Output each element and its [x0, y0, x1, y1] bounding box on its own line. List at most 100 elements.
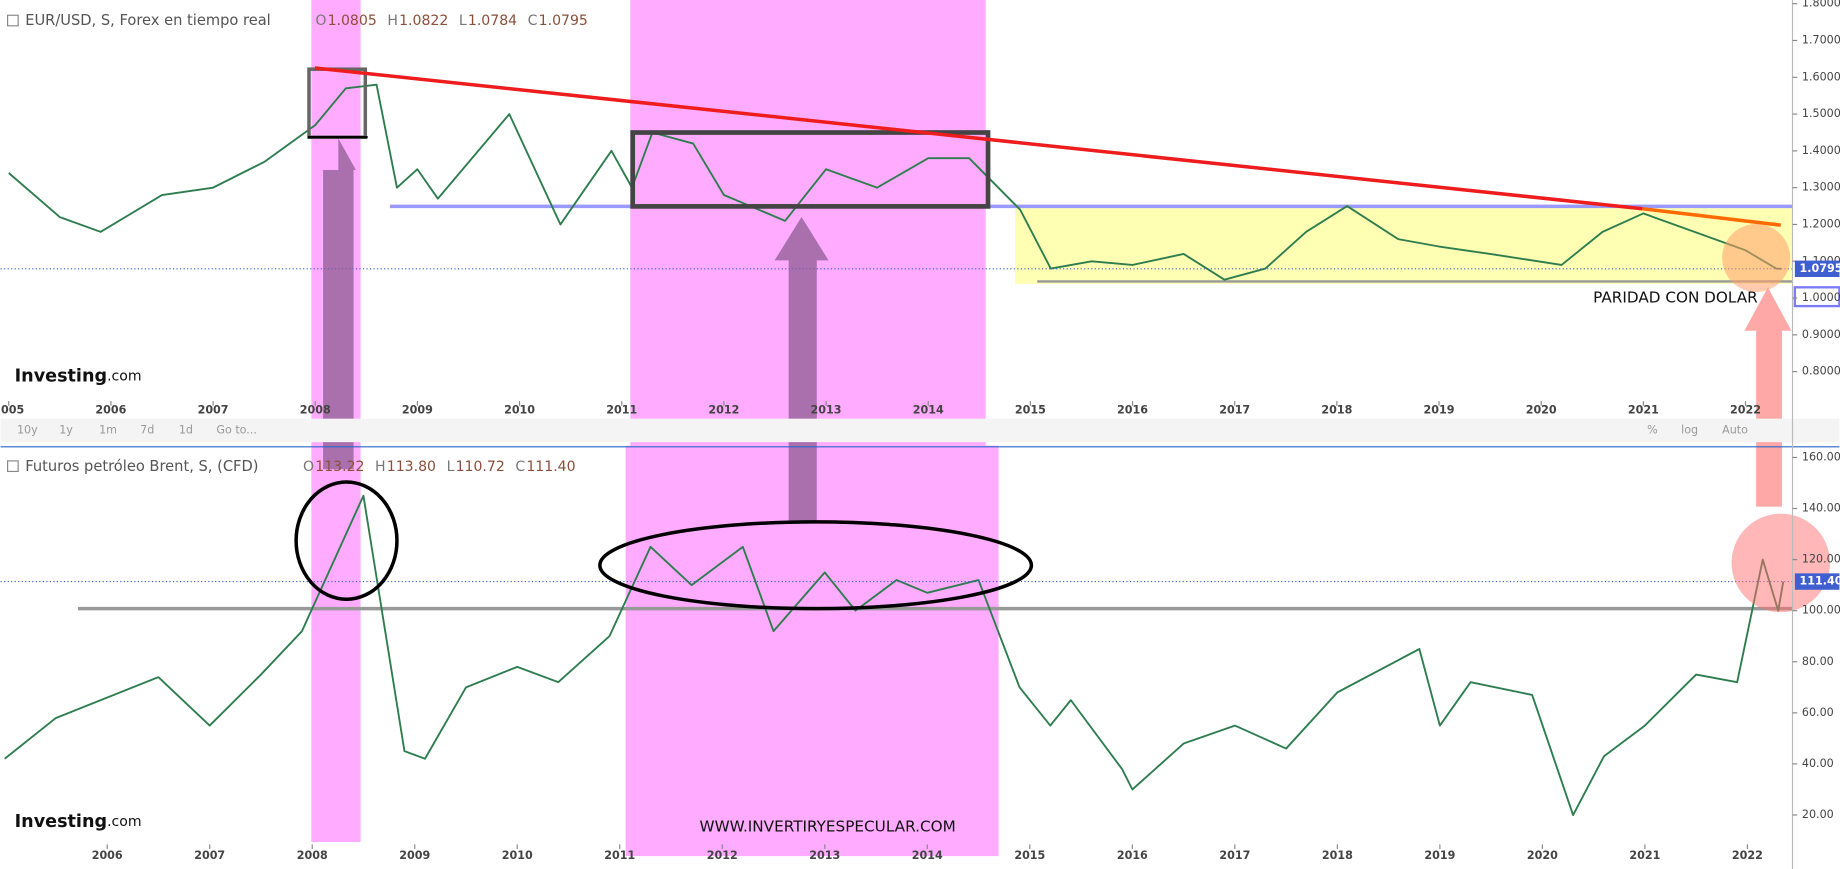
parity-box — [1793, 286, 1840, 308]
x-tick-label: 2016 — [1117, 849, 1148, 862]
x-tick-label: 2019 — [1424, 403, 1455, 416]
x-tick-label: 2010 — [502, 849, 533, 862]
y-tick-label: 1.8000 — [1802, 0, 1840, 10]
ohlc-value: 1.0805 — [328, 13, 377, 29]
option-button[interactable]: Auto — [1722, 423, 1748, 436]
last-price-label: 1.0795 — [1800, 262, 1840, 275]
ohlc-key: C — [528, 13, 538, 29]
last-price-box — [1794, 260, 1840, 278]
box — [630, 130, 991, 209]
x-tick-label: 2006 — [92, 849, 123, 862]
ohlc-key: L — [459, 13, 467, 29]
x-tick-label: 2021 — [1628, 403, 1659, 416]
x-tick-label: 2007 — [194, 849, 225, 862]
brand-suffix: .com — [107, 814, 142, 830]
arrow — [320, 138, 356, 470]
y-tick-label: 60.00 — [1802, 706, 1834, 719]
last-price-box — [1794, 573, 1840, 590]
y-tick-label: 1.6000 — [1802, 70, 1840, 83]
x-tick-label: 2016 — [1117, 403, 1148, 416]
x-tick-label: 2013 — [809, 849, 840, 862]
brand: Investing.com — [15, 366, 142, 386]
range-button[interactable]: 1y — [59, 423, 73, 436]
highlight-circle — [1722, 223, 1791, 293]
x-tick-label: 2014 — [912, 849, 943, 862]
ohlc-value: 111.40 — [526, 459, 575, 475]
option-button[interactable]: % — [1647, 423, 1658, 436]
x-tick-label: 2006 — [95, 403, 126, 416]
y-tick-label: 1.0000 — [1802, 291, 1840, 304]
x-tick-label: 2008 — [300, 403, 331, 416]
ohlc-key: O — [303, 459, 314, 475]
ohlc-value: 110.72 — [456, 459, 505, 475]
collapse-icon — [7, 460, 19, 473]
range-button[interactable]: 10y — [17, 423, 38, 436]
brand: Investing.com — [15, 812, 142, 832]
collapse-icon — [7, 14, 19, 27]
y-tick-label: 40.00 — [1802, 757, 1834, 770]
annotation: PARIDAD CON DOLAR — [1593, 288, 1758, 306]
x-tick-label: 2020 — [1527, 849, 1558, 862]
price-line — [8, 83, 1782, 281]
ohlc-key: L — [447, 459, 455, 475]
toolbar — [0, 418, 1840, 443]
ohlc-value: 1.0784 — [468, 13, 517, 29]
y-tick-label: 140.00 — [1802, 502, 1840, 515]
brand-name: Investing — [15, 366, 107, 386]
y-tick-label: 0.9000 — [1802, 328, 1840, 341]
x-tick-label: 2012 — [708, 403, 739, 416]
foreground-annotations: PARIDAD CON DOLAR WWW.INVERTIRYESPECULAR… — [294, 66, 1840, 835]
brand-suffix: .com — [107, 368, 142, 384]
x-tick-label: 2017 — [1219, 849, 1250, 862]
x-tick-label: 2014 — [913, 403, 944, 416]
data-layer — [0, 83, 1793, 816]
x-tick-label: 2020 — [1526, 403, 1557, 416]
range-button[interactable]: 1m — [99, 423, 117, 436]
x-tick-label: 2005 — [0, 403, 24, 416]
trendline — [1642, 207, 1781, 227]
range-button[interactable]: 7d — [140, 423, 154, 436]
y-tick-label: 1.3000 — [1802, 181, 1840, 194]
ohlc-value: 1.0795 — [539, 13, 588, 29]
x-tick-label: 2011 — [604, 849, 635, 862]
ellipse — [294, 480, 399, 602]
x-tick-label: 2009 — [402, 403, 433, 416]
x-tick-label: 2007 — [198, 403, 229, 416]
x-tick-label: 2021 — [1629, 849, 1660, 862]
x-tick-label: 2018 — [1321, 403, 1352, 416]
chart-title: Futuros petróleo Brent, S, (CFD) — [25, 458, 258, 475]
x-tick-label: 2017 — [1219, 403, 1250, 416]
ohlc-value: 113.22 — [315, 459, 364, 475]
brand-name: Investing — [15, 812, 107, 832]
x-tick-label: 2015 — [1015, 403, 1046, 416]
price-line — [4, 494, 1785, 816]
ohlc-value: 113.80 — [387, 459, 436, 475]
y-tick-label: 100.00 — [1802, 604, 1840, 617]
ohlc-key: O — [315, 13, 326, 29]
x-tick-label: 2011 — [606, 403, 637, 416]
y-tick-label: 80.00 — [1802, 655, 1834, 668]
ellipse — [598, 520, 1034, 611]
option-button[interactable]: log — [1681, 423, 1698, 436]
y-tick-label: 0.8000 — [1802, 365, 1840, 378]
x-tick-label: 2015 — [1014, 849, 1045, 862]
y-tick-label: 20.00 — [1802, 808, 1834, 821]
range-box — [1014, 206, 1793, 284]
x-tick-label: 2018 — [1322, 849, 1353, 862]
x-tick-label: 2013 — [811, 403, 842, 416]
y-tick-label: 1.5000 — [1802, 107, 1840, 120]
y-tick-label: 120.00 — [1802, 553, 1840, 566]
ohlc-value: 1.0822 — [399, 13, 448, 29]
chart-title: EUR/USD, S, Forex en tiempo real — [25, 12, 271, 29]
x-tick-label: 2008 — [297, 849, 328, 862]
x-tick-label: 2022 — [1732, 849, 1763, 862]
trendline — [314, 66, 1643, 211]
range-button[interactable]: 1d — [179, 423, 193, 436]
x-tick-label: 2012 — [707, 849, 738, 862]
goto-button[interactable]: Go to... — [216, 423, 257, 436]
x-tick-label: 2010 — [504, 403, 535, 416]
x-tick-label: 2022 — [1730, 403, 1761, 416]
y-tick-label: 1.7000 — [1802, 33, 1840, 46]
